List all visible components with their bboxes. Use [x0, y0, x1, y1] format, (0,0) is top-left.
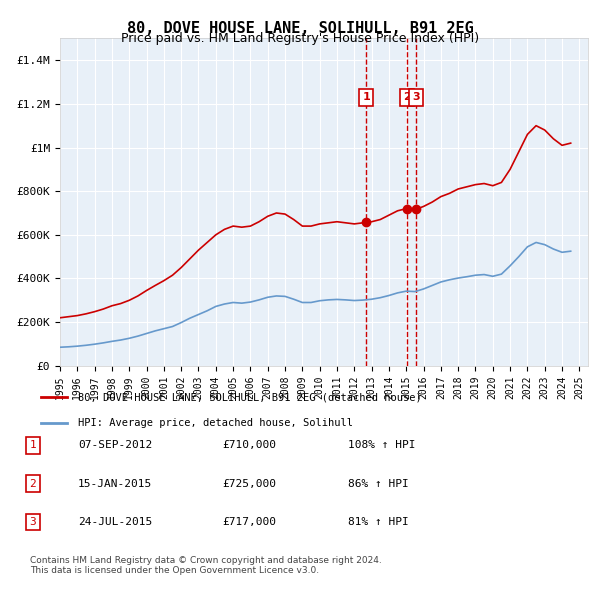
Text: 80, DOVE HOUSE LANE, SOLIHULL, B91 2EG: 80, DOVE HOUSE LANE, SOLIHULL, B91 2EG — [127, 21, 473, 35]
Text: £710,000: £710,000 — [222, 441, 276, 450]
Text: 3: 3 — [412, 92, 420, 102]
Text: 07-SEP-2012: 07-SEP-2012 — [78, 441, 152, 450]
Text: 108% ↑ HPI: 108% ↑ HPI — [348, 441, 415, 450]
Text: 86% ↑ HPI: 86% ↑ HPI — [348, 479, 409, 489]
Text: Price paid vs. HM Land Registry's House Price Index (HPI): Price paid vs. HM Land Registry's House … — [121, 32, 479, 45]
Text: 1: 1 — [29, 441, 37, 450]
Text: Contains HM Land Registry data © Crown copyright and database right 2024.
This d: Contains HM Land Registry data © Crown c… — [30, 556, 382, 575]
Text: 81% ↑ HPI: 81% ↑ HPI — [348, 517, 409, 527]
Text: HPI: Average price, detached house, Solihull: HPI: Average price, detached house, Soli… — [77, 418, 353, 428]
Text: 1: 1 — [362, 92, 370, 102]
Text: 24-JUL-2015: 24-JUL-2015 — [78, 517, 152, 527]
Text: 2: 2 — [29, 479, 37, 489]
Text: 80, DOVE HOUSE LANE, SOLIHULL, B91 2EG (detached house): 80, DOVE HOUSE LANE, SOLIHULL, B91 2EG (… — [77, 392, 421, 402]
Text: £717,000: £717,000 — [222, 517, 276, 527]
Text: 3: 3 — [29, 517, 37, 527]
Text: 2: 2 — [403, 92, 411, 102]
Text: £725,000: £725,000 — [222, 479, 276, 489]
Text: 15-JAN-2015: 15-JAN-2015 — [78, 479, 152, 489]
